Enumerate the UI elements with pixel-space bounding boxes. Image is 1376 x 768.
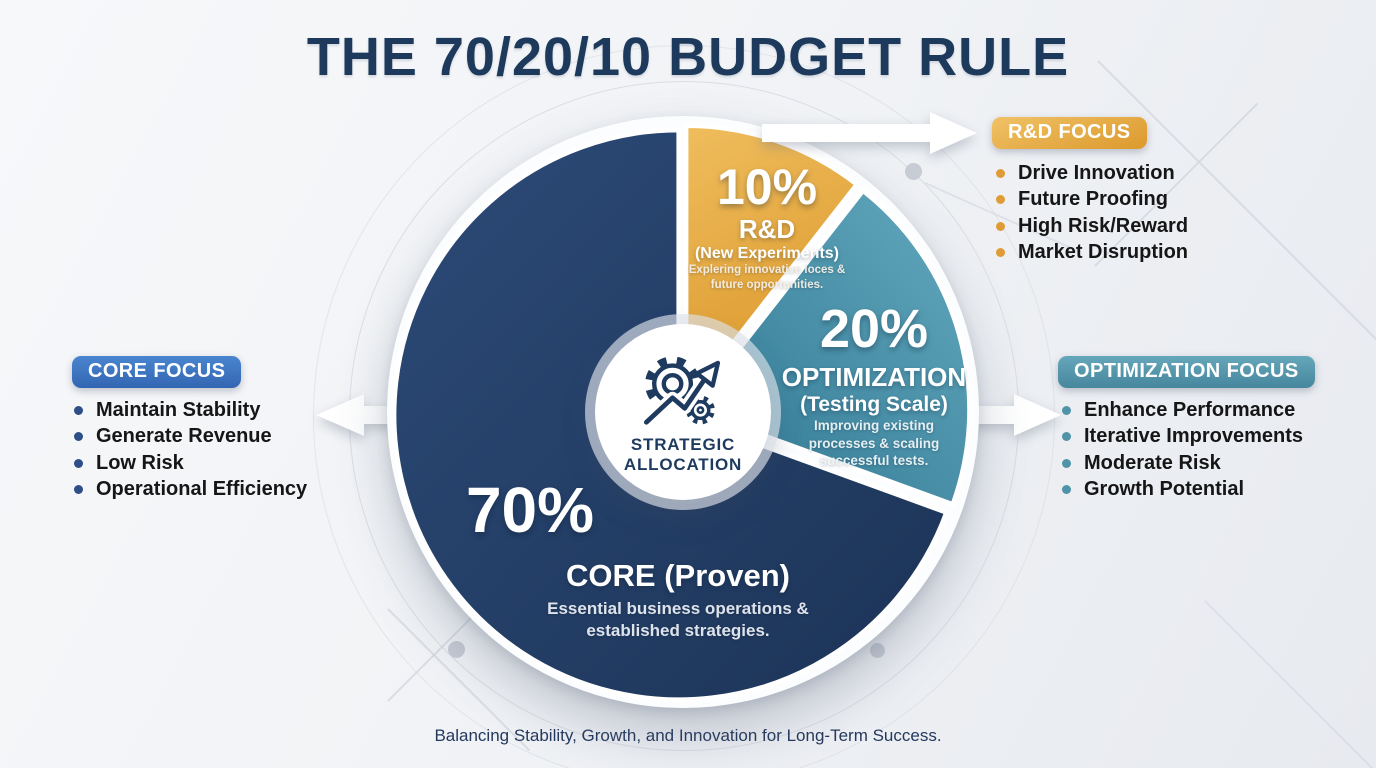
list-item: Iterative Improvements xyxy=(1062,424,1303,451)
list-item-label: Drive Innovation xyxy=(1018,161,1175,184)
decorative-dot xyxy=(870,643,885,658)
list-item-label: Moderate Risk xyxy=(1084,451,1221,474)
bullet-dot xyxy=(74,458,83,468)
core-description: Essential business operations & establis… xyxy=(547,598,809,640)
list-item: Low Risk xyxy=(74,450,307,477)
bullet-dot xyxy=(996,168,1005,178)
bullet-dot xyxy=(74,485,83,495)
page-title: THE 70/20/10 BUDGET RULE xyxy=(306,27,1070,87)
list-item: Drive Innovation xyxy=(996,160,1188,187)
decorative-dot xyxy=(448,641,465,658)
slice-label-optimization: 20% OPTIMIZATION (Testing Scale) Improvi… xyxy=(754,302,994,470)
list-item-label: Low Risk xyxy=(96,451,184,474)
bullet-dot xyxy=(74,432,83,442)
optimization-name: OPTIMIZATION xyxy=(781,362,967,392)
list-item: Moderate Risk xyxy=(1062,450,1303,477)
list-item: Future Proofing xyxy=(996,187,1188,214)
core-percent: 70% xyxy=(465,474,595,546)
rnd-percent: 10% xyxy=(716,159,818,215)
core-focus-badge: CORE FOCUS xyxy=(72,356,242,388)
bullet-dot xyxy=(74,405,83,415)
optimization-subtitle: (Testing Scale) xyxy=(800,392,948,416)
footer-caption: Balancing Stability, Growth, and Innovat… xyxy=(434,726,942,745)
arrow-left-icon xyxy=(316,394,431,436)
list-item-label: Growth Potential xyxy=(1084,478,1244,501)
bullet-dot xyxy=(996,248,1005,258)
list-item: Operational Efficiency xyxy=(74,477,307,504)
bullet-dot xyxy=(1062,405,1071,415)
bullet-dot xyxy=(996,221,1005,231)
list-item-label: Future Proofing xyxy=(1018,188,1168,211)
list-item-label: Generate Revenue xyxy=(96,425,272,448)
list-item-label: Operational Efficiency xyxy=(96,478,308,501)
strategic-allocation-hub: STRATEGIC ALLOCATION xyxy=(595,324,771,500)
rnd-subtitle: (New Experiments) xyxy=(694,244,840,262)
rnd-focus-list: Drive Innovation Future Proofing High Ri… xyxy=(996,160,1188,266)
optimization-percent: 20% xyxy=(819,299,929,359)
arrow-right-icon xyxy=(966,394,1061,436)
slice-label-rnd: 10% R&D (New Experiments) Explering inno… xyxy=(667,162,867,293)
list-item-label: Iterative Improvements xyxy=(1084,425,1303,448)
decorative-arc xyxy=(313,45,1055,768)
optimization-focus-list: Enhance Performance Iterative Improvemen… xyxy=(1062,397,1303,503)
list-item: Enhance Performance xyxy=(1062,397,1303,424)
core-focus-list: Maintain Stability Generate Revenue Low … xyxy=(74,397,307,503)
list-item-label: Market Disruption xyxy=(1018,241,1189,264)
list-item: Maintain Stability xyxy=(74,397,307,424)
optimization-focus-badge: OPTIMIZATION FOCUS xyxy=(1058,356,1315,388)
list-item-label: High Risk/Reward xyxy=(1018,214,1189,237)
slice-label-core-text: CORE (Proven) Essential business operati… xyxy=(498,558,858,642)
gears-growth-arrow-icon xyxy=(640,356,721,428)
list-item: Growth Potential xyxy=(1062,477,1303,504)
bullet-dot xyxy=(1062,458,1071,468)
optimization-description: Improving existing processes & scaling s… xyxy=(808,418,940,469)
core-name: CORE (Proven) xyxy=(566,558,790,593)
bullet-dot xyxy=(996,195,1005,205)
bullet-dot xyxy=(1062,432,1071,442)
list-item-label: Maintain Stability xyxy=(96,398,261,421)
rnd-name: R&D xyxy=(738,214,796,244)
decorative-dot xyxy=(905,163,922,180)
budget-pie-chart: 10% R&D (New Experiments) Explering inno… xyxy=(383,112,983,712)
list-item-label: Enhance Performance xyxy=(1084,398,1296,421)
list-item: Market Disruption xyxy=(996,240,1188,267)
rnd-focus-badge: R&D FOCUS xyxy=(992,117,1147,149)
bullet-dot xyxy=(1062,485,1071,495)
slice-label-core: 70% xyxy=(400,478,660,542)
hub-label-line1: STRATEGIC xyxy=(630,434,736,454)
list-item: Generate Revenue xyxy=(74,424,307,451)
hub-label-line2: ALLOCATION xyxy=(623,455,743,474)
rnd-description: Explering innovative ioces & future oppo… xyxy=(688,264,846,292)
arrow-right-icon xyxy=(762,112,977,154)
list-item: High Risk/Reward xyxy=(996,213,1188,240)
